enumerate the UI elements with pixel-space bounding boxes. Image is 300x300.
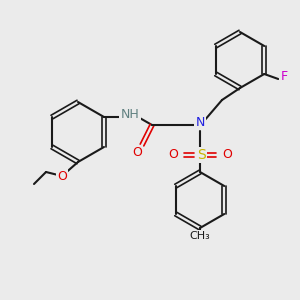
Text: F: F: [281, 70, 288, 83]
Text: O: O: [57, 169, 67, 182]
Text: O: O: [222, 148, 232, 161]
Text: NH: NH: [121, 107, 140, 121]
Text: S: S: [196, 148, 206, 162]
Text: O: O: [168, 148, 178, 161]
Text: CH₃: CH₃: [190, 231, 210, 241]
Text: O: O: [132, 146, 142, 160]
Text: N: N: [195, 116, 205, 128]
